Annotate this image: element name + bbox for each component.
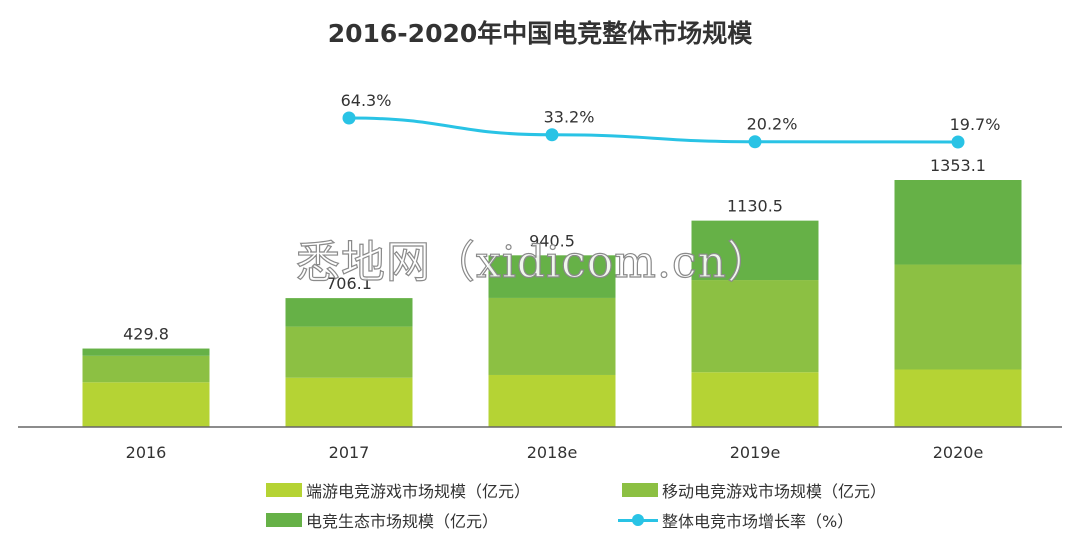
growth-label-2020e: 19.7% [950, 115, 1001, 134]
bar-2018e-series-2 [488, 255, 616, 298]
x-tick-label: 2020e [933, 443, 984, 462]
total-label-2020e: 1353.1 [930, 156, 986, 175]
bar-2019e-series-1 [691, 280, 819, 373]
bar-2020e-series-2 [894, 180, 1022, 265]
bar-2017-series-1 [285, 326, 413, 378]
bar-2016-series-2 [82, 348, 210, 356]
total-label-2019e: 1130.5 [727, 197, 783, 216]
growth-point-2020e [951, 135, 965, 149]
x-tick-label: 2017 [329, 443, 370, 462]
growth-label-2017: 64.3% [341, 91, 392, 110]
total-label-2016: 429.8 [123, 325, 169, 344]
x-tick-label: 2016 [126, 443, 167, 462]
bar-2018e-series-1 [488, 297, 616, 375]
bar-2017-series-2 [285, 298, 413, 327]
bar-2020e-series-1 [894, 264, 1022, 370]
bar-2020e-series-0 [894, 369, 1022, 427]
x-tick-label: 2019e [730, 443, 781, 462]
bar-2017-series-0 [285, 377, 413, 427]
growth-point-2018e [545, 128, 559, 142]
bar-2016-series-1 [82, 355, 210, 383]
growth-label-2019e: 20.2% [747, 115, 798, 134]
growth-point-2019e [748, 135, 762, 149]
chart-title: 2016-2020年中国电竞整体市场规模 [327, 19, 753, 48]
watermark: 悉地网（xidicom.cn） [295, 236, 772, 288]
growth-line [348, 116, 959, 144]
bar-2016-series-0 [82, 382, 210, 427]
bar-2019e-series-2 [691, 220, 819, 281]
x-tick-label: 2018e [527, 443, 578, 462]
bar-2018e-series-0 [488, 374, 616, 427]
total-label-2017: 706.1 [326, 274, 372, 293]
growth-point-2017 [342, 111, 356, 125]
total-label-2018e: 940.5 [529, 231, 575, 250]
growth-label-2018e: 33.2% [544, 108, 595, 127]
bar-2019e-series-0 [691, 372, 819, 427]
